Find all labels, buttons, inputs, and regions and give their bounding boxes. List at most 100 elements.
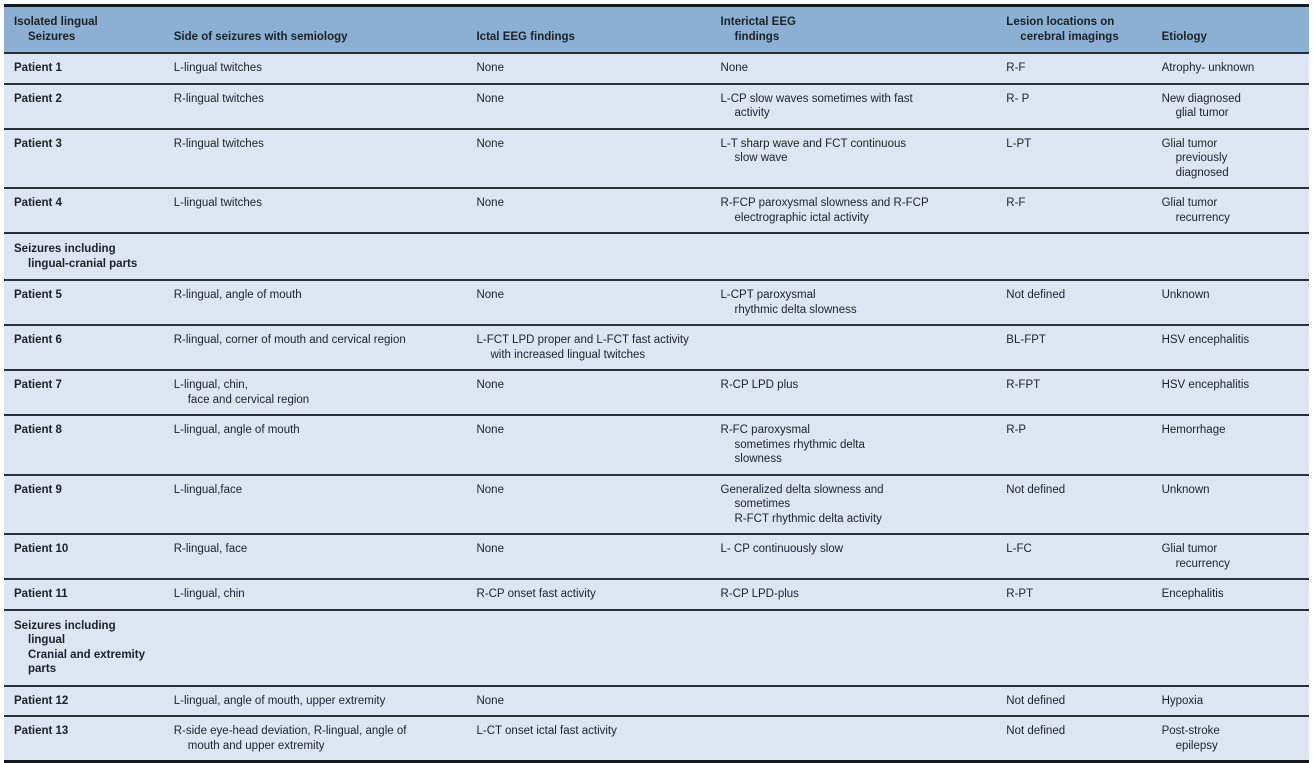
column-header-label: Interictal EEG findings xyxy=(720,16,796,43)
column-header-label: Lesion locations on cerebral imagings xyxy=(1006,16,1119,43)
patient-label: Patient 12 xyxy=(14,694,69,707)
lesion-cell: Not defined xyxy=(1006,483,1066,496)
table-row: Patient 6 R-lingual, corner of mouth and … xyxy=(4,324,1309,370)
etiology-cell: HSV encephalitis xyxy=(1161,379,1250,391)
interictal-cell: R-CP LPD plus xyxy=(720,379,799,391)
etiology-cell: Glial tumor previously diagnosed xyxy=(1161,137,1229,179)
lesion-cell: L-PT xyxy=(1006,137,1032,150)
semiology-cell: L-lingual,face xyxy=(173,483,243,496)
section-label: Seizures including lingual Cranial and e… xyxy=(14,619,145,676)
table-row: Patient 4 L-lingual twitches None R-FCP par… xyxy=(4,187,1309,233)
semiology-cell: L-lingual twitches xyxy=(173,62,262,74)
column-header-label: Etiology xyxy=(1161,30,1207,43)
interictal-cell: R-FCP paroxysmal slowness and R-FCP elec… xyxy=(720,197,929,224)
semiology-cell: R-lingual twitches xyxy=(173,137,264,150)
table-row: Patient 13 R-side eye-head deviation, R-l… xyxy=(4,715,1309,762)
semiology-cell: L-lingual, angle of mouth xyxy=(173,424,300,436)
semiology-cell: L-lingual twitches xyxy=(173,197,262,209)
table-row: Patient 10 R-lingual, face None L- CP conti… xyxy=(4,533,1309,579)
lesion-cell: R-F xyxy=(1006,62,1026,74)
etiology-cell: Post-stroke epilepsy xyxy=(1161,725,1220,752)
lesion-cell: BL-FPT xyxy=(1006,334,1046,346)
interictal-cell: L-CP slow waves sometimes with fast acti… xyxy=(720,92,913,120)
ictal-cell: R-CP onset fast activity xyxy=(476,588,596,600)
semiology-cell: R-lingual, face xyxy=(173,543,248,555)
table-row: Patient 12 L-lingual, angle of mouth, upp… xyxy=(4,684,1309,716)
patient-label: Patient 10 xyxy=(14,543,69,555)
column-header-label: Ictal EEG findings xyxy=(476,30,575,43)
patient-label: Patient 6 xyxy=(14,334,62,346)
interictal-cell: R-CP LPD-plus xyxy=(720,588,799,600)
section-label: Seizures including lingual-cranial parts xyxy=(14,243,138,270)
interictal-cell: Generalized delta slowness and sometimes… xyxy=(720,483,884,525)
lesion-cell: Not defined xyxy=(1006,289,1066,301)
ictal-cell: None xyxy=(476,424,504,436)
lesion-cell: Not defined xyxy=(1006,725,1066,737)
etiology-cell: New diagnosed glial tumor xyxy=(1161,92,1241,120)
ictal-cell: None xyxy=(476,483,504,496)
ictal-cell: None xyxy=(476,197,504,209)
semiology-cell: R-lingual, corner of mouth and cervical … xyxy=(173,334,406,346)
column-header-side-of-seizures: Side of seizures with semiology xyxy=(169,5,473,53)
patient-label: Patient 1 xyxy=(14,62,62,74)
etiology-cell: Encephalitis xyxy=(1161,588,1224,600)
semiology-cell: L-lingual, chin xyxy=(173,588,245,600)
semiology-cell: R-lingual, angle of mouth xyxy=(173,289,302,301)
table-row: Patient 8 L-lingual, angle of mouth None R-… xyxy=(4,414,1309,475)
table-row: Patient 2 R-lingual twitches None L-CP slow… xyxy=(4,82,1309,129)
ictal-cell: None xyxy=(476,379,504,391)
column-header-interictal-eeg: Interictal EEG findings xyxy=(716,5,1003,53)
semiology-cell: L-lingual, chin, face and cervical regio… xyxy=(173,379,310,406)
lesion-cell: L-FC xyxy=(1006,543,1032,555)
column-header-isolated-lingual-seizures: Isolated lingual Seizures xyxy=(4,5,170,53)
ictal-cell: None xyxy=(476,137,504,150)
semiology-cell: L-lingual, angle of mouth, upper extremi… xyxy=(173,694,386,707)
interictal-cell: L-T sharp wave and FCT continuous slow w… xyxy=(720,137,907,165)
section-row: Seizures including lingual Cranial and e… xyxy=(4,608,1309,686)
ictal-cell: None xyxy=(476,289,504,301)
etiology-cell: Hemorrhage xyxy=(1161,424,1226,436)
interictal-cell: L-CPT paroxysmal rhythmic delta slowness xyxy=(720,289,857,316)
ictal-cell: None xyxy=(476,62,504,74)
table-row: Patient 11 L-lingual, chin R-CP onset fast… xyxy=(4,578,1309,610)
patient-seizure-table: Isolated lingual Seizures Side of seizur… xyxy=(4,4,1309,763)
patient-label: Patient 8 xyxy=(14,424,62,436)
ictal-cell: L-CT onset ictal fast activity xyxy=(476,725,617,737)
etiology-cell: Hypoxia xyxy=(1161,694,1204,707)
ictal-cell: None xyxy=(476,694,504,707)
patient-label: Patient 3 xyxy=(14,137,62,150)
patient-label: Patient 5 xyxy=(14,289,62,301)
interictal-cell: None xyxy=(720,62,749,74)
etiology-cell: HSV encephalitis xyxy=(1161,334,1250,346)
patient-label: Patient 9 xyxy=(14,483,62,496)
ictal-cell: L-FCT LPD proper and L-FCT fast activity… xyxy=(476,334,689,361)
lesion-cell: R-FPT xyxy=(1006,379,1041,391)
patient-label: Patient 11 xyxy=(14,588,68,600)
column-header-ictal-eeg: Ictal EEG findings xyxy=(472,5,717,53)
lesion-cell: R- P xyxy=(1006,92,1030,105)
table-row: Patient 7 L-lingual, chin, face and cervi… xyxy=(4,369,1309,415)
etiology-cell: Unknown xyxy=(1161,289,1210,301)
semiology-cell: R-lingual twitches xyxy=(173,92,264,105)
column-header-lesion-locations: Lesion locations on cerebral imagings xyxy=(1002,5,1158,53)
table-row: Patient 1 L-lingual twitches None None R-F At… xyxy=(4,52,1309,84)
section-row: Seizures including lingual-cranial parts xyxy=(4,232,1309,280)
etiology-cell: Glial tumor recurrency xyxy=(1161,543,1230,570)
table-header: Isolated lingual Seizures Side of seizur… xyxy=(4,5,1309,53)
patient-label: Patient 2 xyxy=(14,92,62,105)
etiology-cell: Glial tumor recurrency xyxy=(1161,197,1230,224)
header-row: Isolated lingual Seizures Side of seizur… xyxy=(4,5,1309,53)
table-row: Patient 5 R-lingual, angle of mouth None L-… xyxy=(4,279,1309,325)
interictal-cell: L- CP continuously slow xyxy=(720,543,844,555)
etiology-cell: Unknown xyxy=(1161,483,1210,496)
patient-label: Patient 13 xyxy=(14,725,69,737)
column-header-label: Isolated lingual Seizures xyxy=(14,16,98,43)
table-body: Patient 1 L-lingual twitches None None R-F At… xyxy=(4,52,1309,762)
table-row: Patient 9 L-lingual,face None Generalized d… xyxy=(4,473,1309,534)
column-header-label: Side of seizures with semiology xyxy=(173,30,348,43)
table-row: Patient 3 R-lingual twitches None L-T sharp… xyxy=(4,127,1309,188)
etiology-cell: Atrophy- unknown xyxy=(1161,62,1255,74)
lesion-cell: Not defined xyxy=(1006,694,1066,707)
lesion-cell: R-P xyxy=(1006,424,1027,436)
